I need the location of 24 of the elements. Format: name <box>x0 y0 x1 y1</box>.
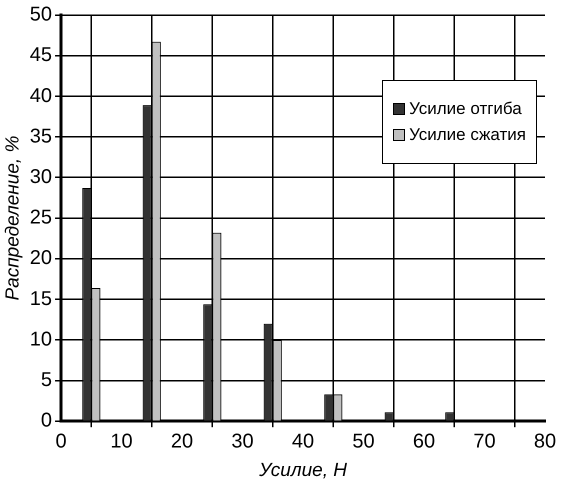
x-tick-label: 70 <box>473 430 496 453</box>
y-tick-label: 50 <box>30 4 52 26</box>
y-axis-title: Распределение, % <box>2 136 24 301</box>
y-tick-label: 15 <box>30 288 52 310</box>
legend-label: Усилие отгиба <box>409 99 522 119</box>
y-tick-label: 30 <box>30 166 52 188</box>
legend-label: Усилие сжатия <box>409 125 526 145</box>
y-tick-label: 45 <box>30 44 52 66</box>
x-tick-label: 40 <box>292 430 314 453</box>
x-tick-label: 30 <box>231 430 254 453</box>
y-tick-label: 10 <box>30 328 52 350</box>
y-tick-label: 25 <box>30 206 52 229</box>
y-tick-label: 5 <box>40 369 52 392</box>
y-tick-label: 35 <box>30 125 52 148</box>
x-tick-label: 60 <box>412 430 436 453</box>
x-tick-label: 50 <box>352 430 375 453</box>
x-tick-label: 20 <box>170 430 194 453</box>
x-tick-label: 80 <box>534 430 556 453</box>
y-tick-label: 20 <box>30 247 52 270</box>
y-tick-label: 0 <box>40 410 52 432</box>
x-axis-title: Усилие, Н <box>258 460 348 481</box>
y-tick-label: 40 <box>30 84 52 107</box>
x-tick-label: 10 <box>110 430 133 453</box>
x-tick-label: 0 <box>55 430 67 453</box>
